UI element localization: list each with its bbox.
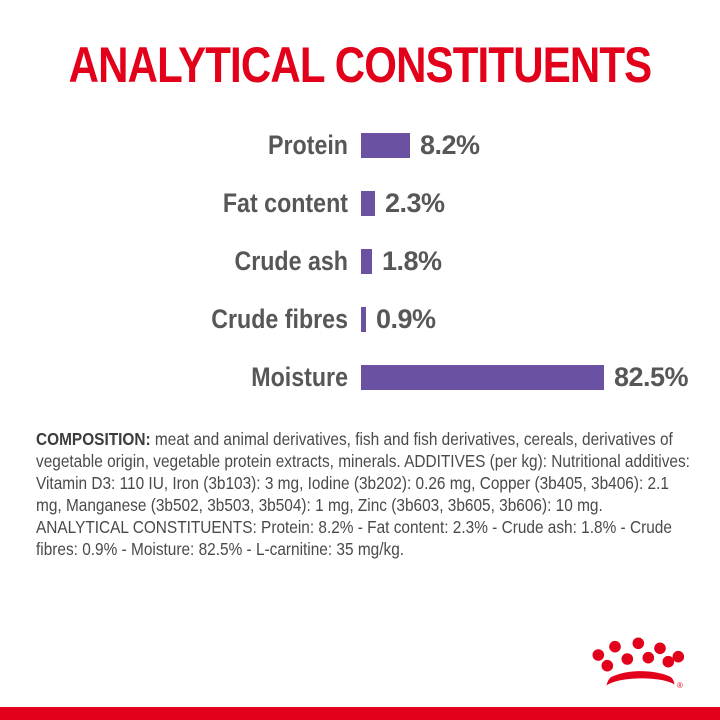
chart-row-fat-content: Fat content 2.3%: [0, 188, 720, 218]
bar-label-fat-content: Fat content: [222, 188, 348, 218]
composition-body-text: meat and animal derivatives, fish and fi…: [36, 429, 690, 559]
bottom-red-bar: [0, 707, 720, 720]
chart-row-protein: Protein 8.2%: [0, 130, 720, 160]
royal-canin-crown-logo-icon: ®: [592, 637, 685, 690]
composition-text: COMPOSITION: meat and animal derivatives…: [36, 428, 691, 560]
bar-crude-ash: [361, 249, 372, 274]
bar-value-protein: 8.2%: [420, 130, 480, 160]
bar-fat-content: [361, 191, 375, 216]
bar-label-crude-ash: Crude ash: [234, 246, 348, 276]
chart-row-crude-ash: Crude ash 1.8%: [0, 246, 720, 276]
analytical-constituents-bar-chart: Protein 8.2% Fat content 2.3% Crude ash …: [0, 130, 720, 392]
bar-protein: [361, 133, 410, 158]
bar-value-crude-fibres: 0.9%: [376, 304, 436, 334]
bar-value-crude-ash: 1.8%: [382, 246, 442, 276]
chart-row-moisture: Moisture 82.5%: [0, 362, 720, 392]
bar-value-fat-content: 2.3%: [385, 188, 445, 218]
bar-label-protein: Protein: [268, 130, 348, 160]
bar-value-moisture: 82.5%: [614, 362, 689, 392]
page-title: ANALYTICAL CONSTITUENTS: [68, 37, 653, 93]
chart-row-crude-fibres: Crude fibres 0.9%: [0, 304, 720, 334]
bar-crude-fibres: [361, 307, 366, 332]
registered-trademark-symbol: ®: [677, 681, 683, 690]
bar-label-moisture: Moisture: [251, 362, 348, 392]
bar-label-crude-fibres: Crude fibres: [211, 304, 348, 334]
bar-moisture: [361, 365, 604, 390]
composition-lead-label: COMPOSITION:: [36, 429, 151, 449]
